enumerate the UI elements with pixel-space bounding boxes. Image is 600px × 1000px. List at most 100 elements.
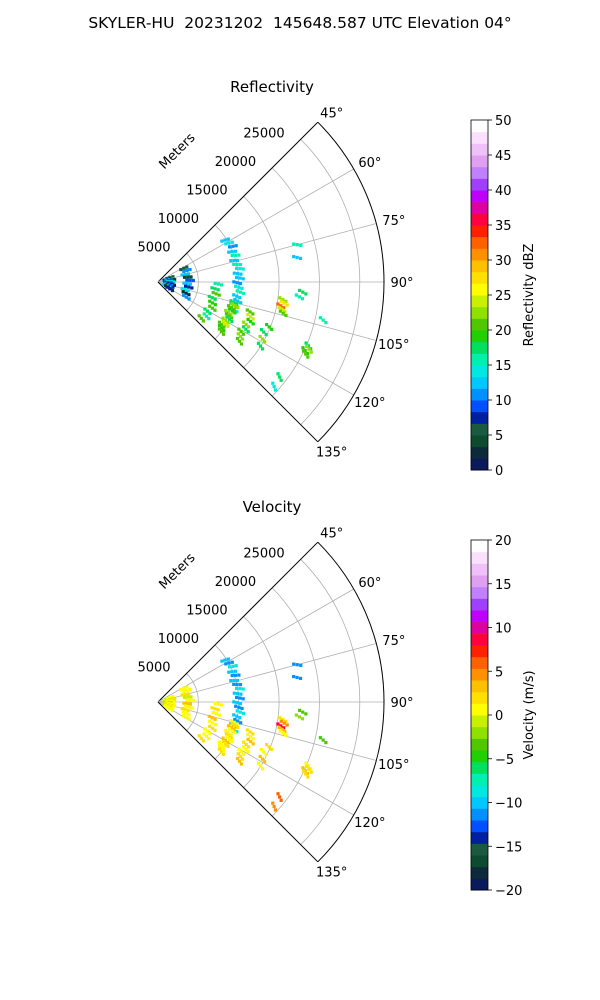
data-cell — [187, 717, 191, 721]
data-cell — [236, 305, 240, 310]
data-cell — [307, 347, 311, 351]
data-cell — [168, 287, 172, 291]
data-cell — [217, 327, 222, 331]
colorbar-swatch — [471, 435, 488, 448]
data-cell — [182, 281, 186, 285]
data-cell — [284, 733, 288, 737]
colorbar-swatch — [471, 306, 488, 319]
data-cell — [236, 725, 240, 730]
colorbar-swatch — [471, 610, 488, 623]
data-cell — [251, 737, 255, 741]
data-cell — [210, 306, 214, 310]
colorbar-swatch — [471, 190, 488, 203]
data-cell — [201, 739, 205, 743]
colorbar-swatch — [471, 411, 488, 424]
data-cell — [184, 291, 188, 295]
data-cell — [227, 241, 231, 245]
data-cell — [282, 726, 286, 730]
data-cell — [279, 378, 283, 382]
colorbar-swatch — [471, 621, 488, 634]
data-cell — [184, 284, 188, 288]
data-cell — [191, 698, 195, 703]
data-cell — [210, 286, 214, 290]
data-cell — [238, 263, 243, 267]
data-cell — [307, 767, 311, 771]
data-cell — [318, 316, 322, 320]
data-cell — [214, 292, 218, 296]
data-cell — [216, 708, 220, 712]
colorbar-swatch — [471, 400, 488, 413]
data-cell — [226, 324, 230, 328]
data-cell — [278, 729, 282, 733]
data-cell — [186, 695, 190, 699]
data-cell — [233, 673, 238, 677]
data-cell — [262, 750, 266, 754]
data-cell — [210, 296, 214, 300]
data-cell — [171, 695, 175, 699]
data-cell — [240, 337, 245, 341]
data-cell — [273, 808, 278, 812]
data-cell — [304, 352, 308, 356]
data-cell — [203, 727, 207, 731]
data-cell — [277, 725, 281, 730]
r-tick-label: 25000 — [243, 126, 284, 141]
data-cell — [232, 307, 236, 311]
data-cell — [297, 295, 302, 299]
panel-title: Reflectivity — [230, 78, 314, 96]
colorbar-swatch — [471, 271, 488, 284]
colorbar-swatch — [471, 365, 488, 378]
data-cell — [182, 266, 186, 270]
data-cell — [233, 304, 237, 308]
data-cell — [241, 711, 246, 716]
colorbar-swatch — [471, 213, 488, 226]
data-cell — [220, 326, 224, 330]
data-cell — [185, 268, 189, 273]
data-cell — [228, 665, 232, 669]
data-cell — [279, 798, 283, 802]
data-cell — [205, 309, 210, 313]
colorbar-tick-label: −15 — [495, 840, 522, 855]
colorbar-swatch — [471, 738, 488, 751]
data-cell — [305, 771, 309, 776]
theta-tick-label: 75° — [382, 634, 405, 649]
data-cell — [184, 704, 188, 708]
data-cell — [225, 735, 229, 739]
data-cell — [242, 740, 246, 744]
data-cell — [236, 299, 240, 303]
data-cell — [229, 725, 233, 730]
colorbar-swatch — [471, 750, 488, 763]
data-cell — [220, 743, 224, 747]
data-cell — [305, 344, 309, 348]
data-cell — [248, 735, 253, 739]
data-cell — [241, 697, 245, 701]
colorbar-tick-label: 30 — [495, 254, 512, 269]
grid-radial — [157, 643, 377, 703]
data-cell — [226, 744, 230, 748]
data-cell — [246, 325, 251, 329]
colorbar-swatch — [471, 143, 488, 156]
data-cell — [294, 713, 298, 717]
data-cell — [171, 705, 175, 709]
theta-tick-label: 105° — [378, 758, 409, 773]
data-cell — [224, 308, 228, 313]
data-cell — [232, 258, 236, 263]
data-cell — [227, 307, 232, 311]
data-cell — [304, 341, 308, 345]
data-cell — [229, 316, 234, 320]
data-cell — [188, 267, 192, 272]
data-cell — [285, 303, 289, 307]
data-cell — [238, 687, 242, 691]
data-cell — [213, 728, 217, 732]
data-cell — [226, 741, 230, 745]
data-cell — [238, 696, 242, 700]
data-cell — [239, 721, 243, 725]
data-cell — [271, 381, 275, 385]
colorbar-tick-label: 15 — [495, 578, 512, 593]
colorbar-tick-label: 50 — [495, 114, 512, 129]
data-cell — [263, 340, 267, 344]
data-cell — [227, 317, 232, 321]
data-cell — [235, 730, 239, 734]
data-cell — [226, 657, 230, 661]
theta-tick-label: 45° — [320, 106, 343, 121]
data-cell — [304, 761, 308, 765]
